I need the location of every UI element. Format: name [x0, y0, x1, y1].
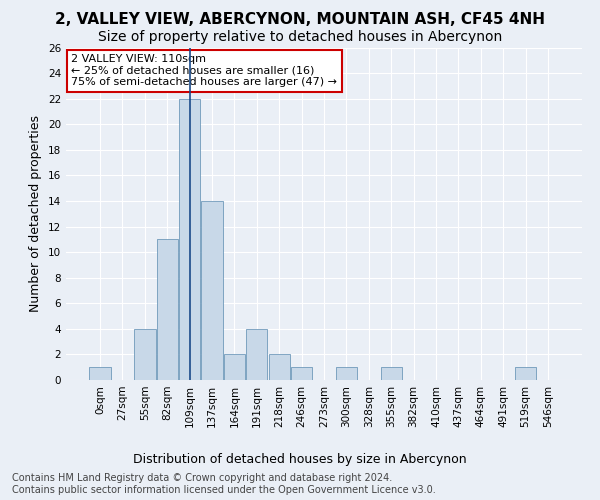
Bar — [246, 329, 268, 380]
Bar — [202, 201, 223, 380]
Text: 2 VALLEY VIEW: 110sqm
← 25% of detached houses are smaller (16)
75% of semi-deta: 2 VALLEY VIEW: 110sqm ← 25% of detached … — [71, 54, 337, 88]
Text: Distribution of detached houses by size in Abercynon: Distribution of detached houses by size … — [133, 452, 467, 466]
Bar — [89, 367, 111, 380]
Bar — [515, 367, 536, 380]
Bar — [134, 329, 155, 380]
Text: 2, VALLEY VIEW, ABERCYNON, MOUNTAIN ASH, CF45 4NH: 2, VALLEY VIEW, ABERCYNON, MOUNTAIN ASH,… — [55, 12, 545, 28]
Bar — [224, 354, 245, 380]
Y-axis label: Number of detached properties: Number of detached properties — [29, 116, 43, 312]
Bar — [291, 367, 312, 380]
Bar — [380, 367, 402, 380]
Bar — [157, 240, 178, 380]
Bar — [336, 367, 357, 380]
Bar — [179, 98, 200, 380]
Text: Contains HM Land Registry data © Crown copyright and database right 2024.
Contai: Contains HM Land Registry data © Crown c… — [12, 474, 436, 495]
Text: Size of property relative to detached houses in Abercynon: Size of property relative to detached ho… — [98, 30, 502, 44]
Bar — [269, 354, 290, 380]
